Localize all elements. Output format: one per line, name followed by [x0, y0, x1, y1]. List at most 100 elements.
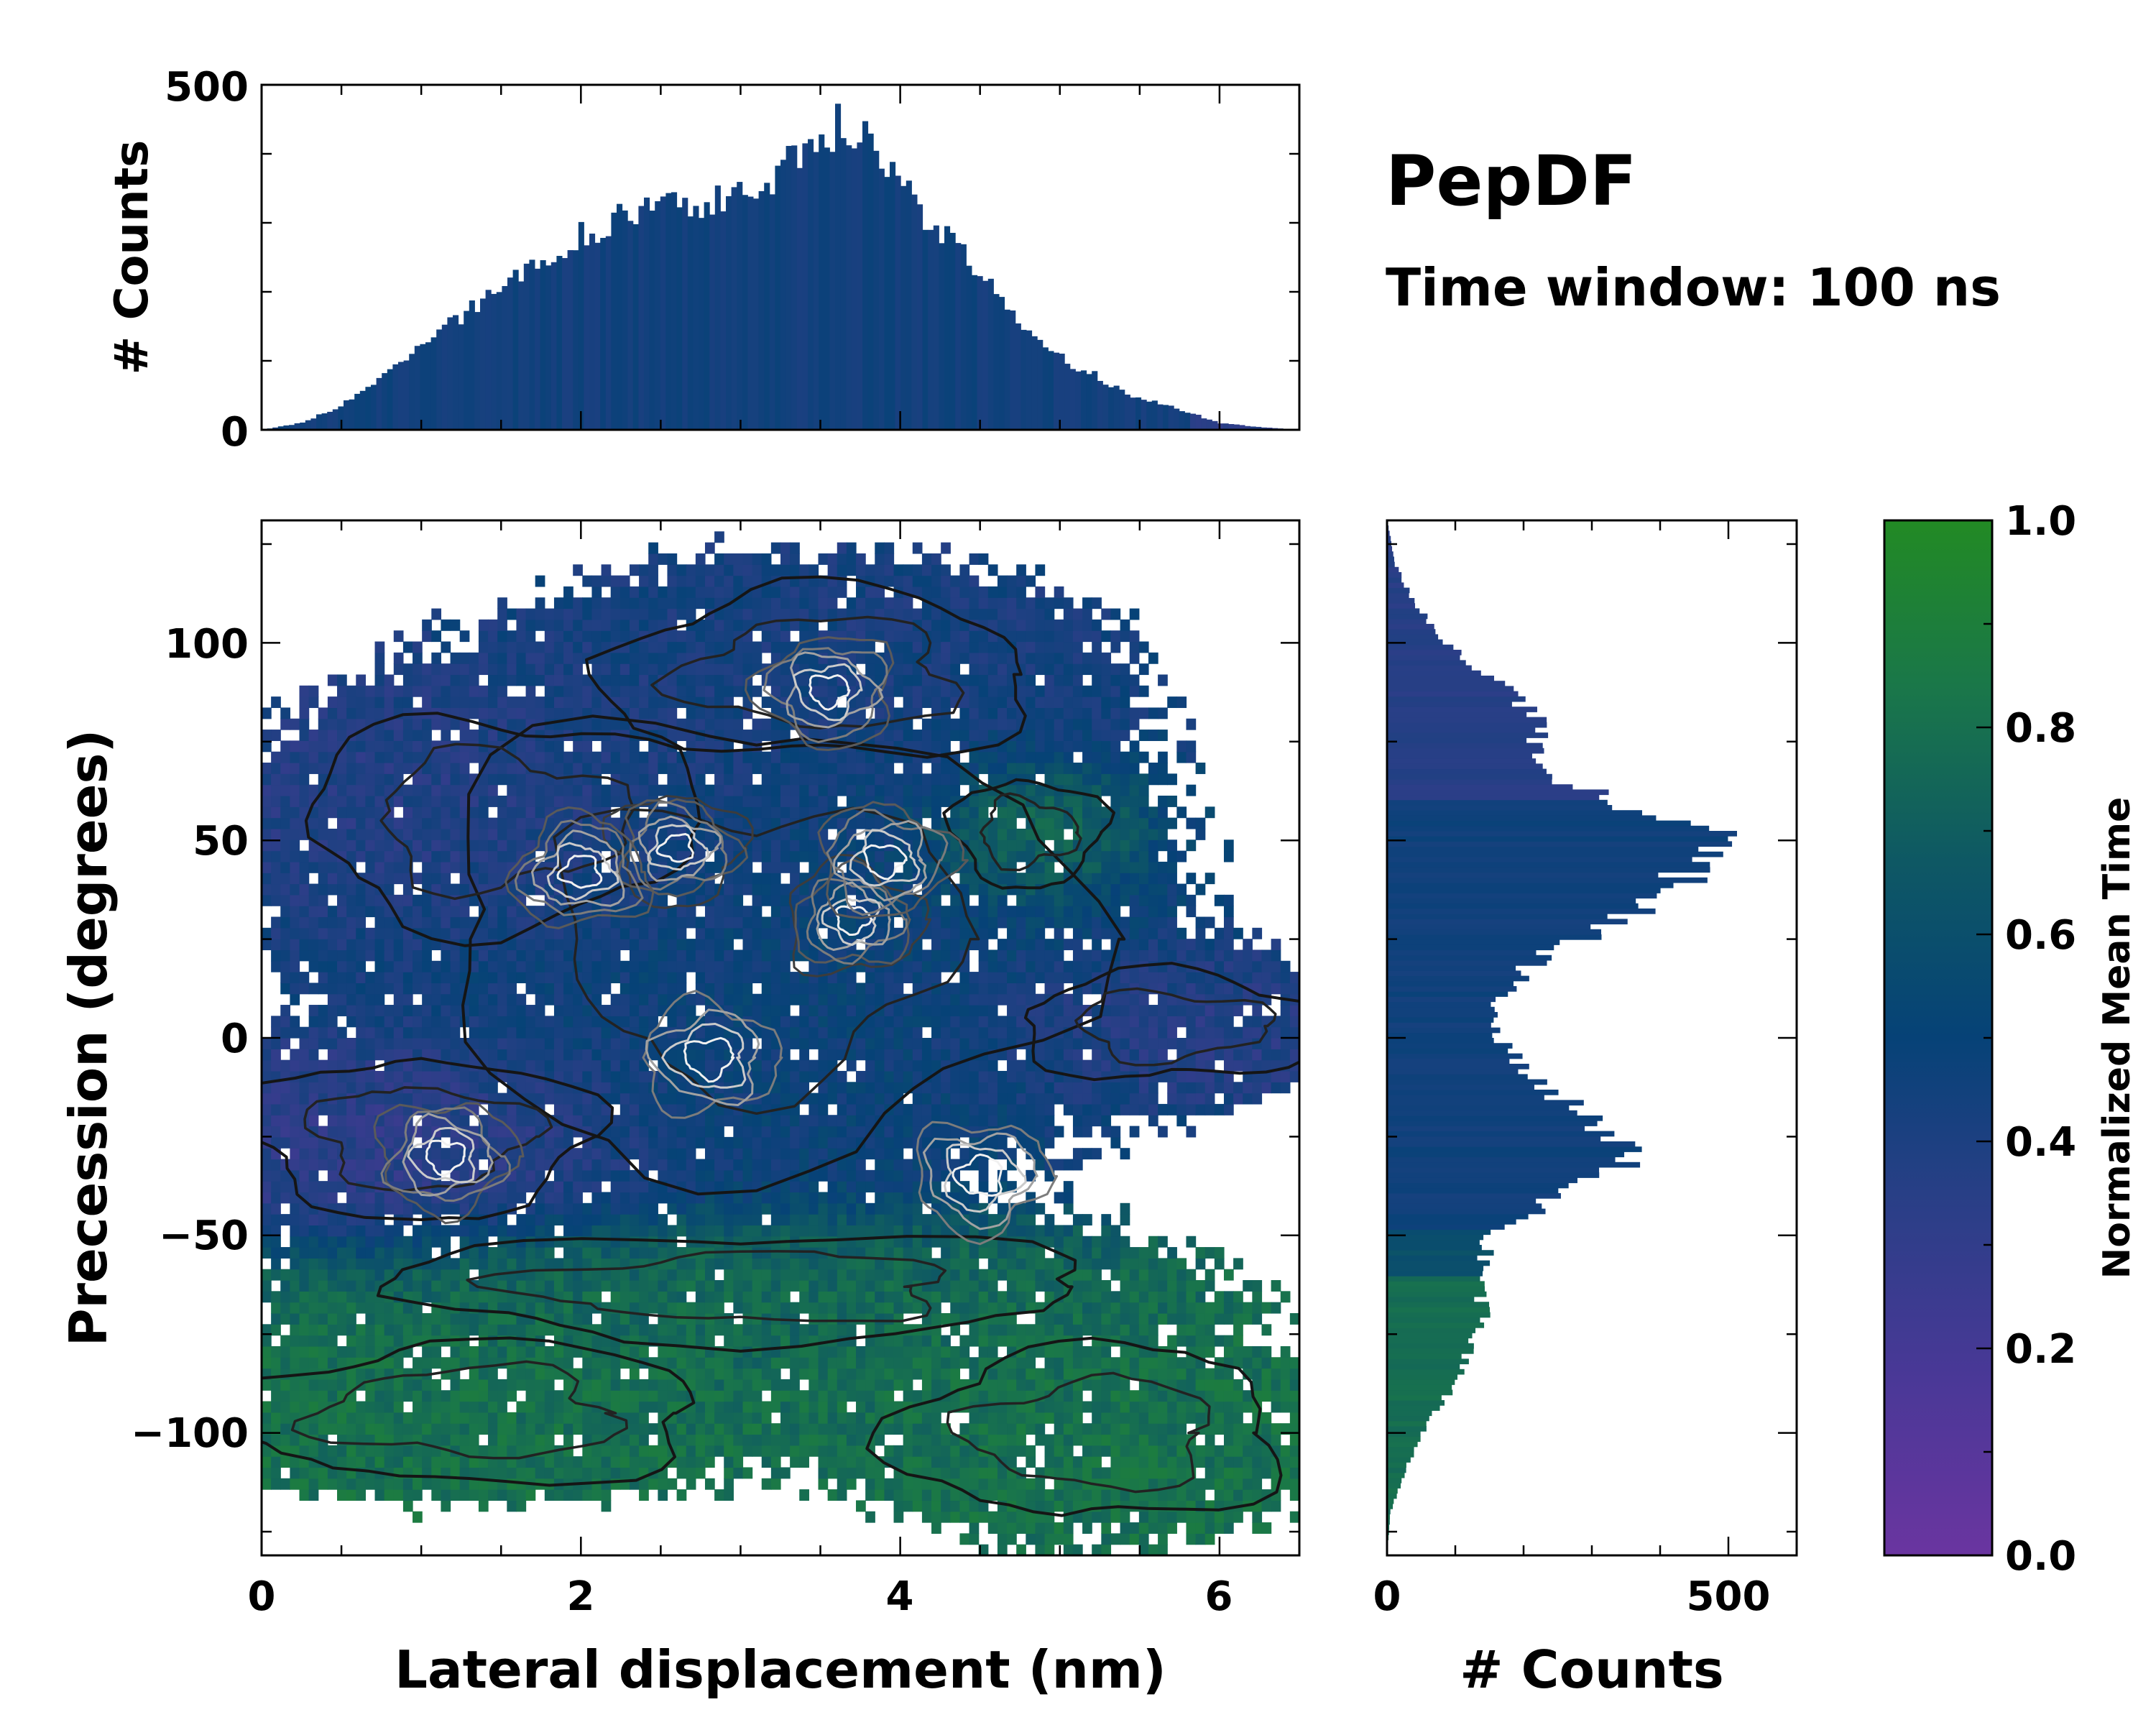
heatmap-cell [978, 1247, 989, 1259]
heatmap-cell [544, 1247, 555, 1259]
heatmap-cell [327, 1038, 338, 1049]
heatmap-cell [941, 1038, 951, 1049]
heatmap-cell [1063, 1445, 1074, 1457]
heatmap-cell [431, 1148, 442, 1160]
top-histogram-bar [480, 298, 487, 430]
heatmap-cell [516, 1401, 527, 1413]
heatmap-cell [1063, 1324, 1074, 1336]
heatmap-cell [497, 1258, 507, 1270]
heatmap-cell [374, 1225, 385, 1237]
heatmap-cell [441, 1357, 451, 1369]
heatmap-cell [356, 1423, 366, 1435]
heatmap-cell [676, 1225, 687, 1237]
heatmap-cell [658, 1159, 668, 1171]
heatmap-cell [365, 1445, 376, 1457]
heatmap-cell [1204, 1026, 1215, 1039]
heatmap-cell [535, 1092, 545, 1105]
heatmap-cell [431, 972, 442, 984]
heatmap-cell [1120, 1038, 1130, 1049]
heatmap-cell [856, 1159, 866, 1171]
heatmap-cell [761, 1005, 772, 1016]
heatmap-cell [1072, 1291, 1083, 1303]
heatmap-cell [308, 1269, 319, 1281]
heatmap-cell [553, 972, 564, 984]
heatmap-cell [591, 1489, 602, 1501]
heatmap-cell [299, 1247, 310, 1259]
heatmap-cell [1233, 1401, 1243, 1413]
heatmap-cell [1158, 1434, 1168, 1446]
heatmap-cell [893, 1511, 904, 1523]
heatmap-cell [497, 1291, 507, 1303]
heatmap-cell [1186, 1236, 1197, 1248]
heatmap-cell [827, 1489, 838, 1501]
heatmap-cell [704, 1136, 715, 1149]
heatmap-cell [1195, 1038, 1206, 1049]
heatmap-cell [837, 1368, 847, 1380]
heatmap-cell [290, 1390, 300, 1402]
heatmap-cell [1082, 1258, 1092, 1270]
heatmap-cell [818, 1379, 829, 1391]
heatmap-cell [488, 1049, 498, 1061]
heatmap-cell [1289, 1379, 1299, 1391]
top-histogram-bar [1157, 404, 1164, 430]
heatmap-cell [525, 1049, 536, 1061]
heatmap-cell [704, 1379, 715, 1391]
heatmap-cell [1214, 983, 1225, 995]
heatmap-cell [318, 1126, 328, 1138]
heatmap-cell [733, 1214, 744, 1226]
heatmap-cell [752, 1005, 763, 1016]
heatmap-cell [610, 1434, 621, 1446]
heatmap-cell [1138, 1368, 1149, 1380]
heatmap-cell [544, 1456, 555, 1468]
heatmap-cell [837, 1467, 847, 1479]
heatmap-cell [346, 1169, 356, 1182]
heatmap-cell [337, 1236, 347, 1248]
heatmap-cell [997, 1390, 1008, 1402]
heatmap-cell [1054, 1500, 1064, 1512]
heatmap-cell [1167, 1103, 1177, 1116]
heatmap-cell [516, 1115, 527, 1127]
heatmap-cell [582, 1445, 593, 1457]
heatmap-cell [1289, 1357, 1299, 1369]
top-histogram-bar [1108, 387, 1115, 430]
heatmap-cell [525, 1115, 536, 1127]
heatmap-cell [1016, 983, 1026, 995]
heatmap-cell [761, 1302, 772, 1314]
heatmap-cell [1214, 1456, 1225, 1468]
heatmap-cell [629, 1169, 640, 1182]
heatmap-cell [280, 1181, 290, 1193]
heatmap-cell [1167, 983, 1177, 995]
heatmap-cell [1063, 993, 1074, 1006]
heatmap-cell [1176, 1357, 1187, 1369]
top-histogram-bar [371, 385, 377, 430]
heatmap-cell [478, 1423, 489, 1435]
heatmap-cell [441, 1324, 451, 1336]
heatmap-cell [912, 1390, 923, 1402]
heatmap-cell [535, 1192, 545, 1204]
heatmap-cell [413, 1092, 423, 1105]
heatmap-cell [402, 1247, 413, 1259]
heatmap-cell [1120, 1434, 1130, 1446]
heatmap-cell [846, 1159, 857, 1171]
heatmap-cell [1026, 1412, 1036, 1424]
heatmap-cell [978, 1544, 989, 1555]
heatmap-cell [875, 1059, 885, 1072]
heatmap-cell [714, 1169, 724, 1182]
heatmap-cell [1271, 1082, 1281, 1094]
heatmap-cell [535, 1379, 545, 1391]
heatmap-cell [1204, 1379, 1215, 1391]
heatmap-cell [507, 1412, 517, 1424]
heatmap-cell [1035, 1500, 1046, 1512]
heatmap-cell [422, 1412, 432, 1424]
heatmap-cell [365, 1390, 376, 1402]
heatmap-cell [327, 1236, 338, 1248]
heatmap-cell [639, 1159, 649, 1171]
heatmap-cell [356, 1269, 366, 1281]
heatmap-cell [478, 1368, 489, 1380]
heatmap-cell [1138, 1049, 1149, 1061]
heatmap-cell [912, 1335, 923, 1347]
heatmap-cell [695, 972, 706, 984]
heatmap-cell [695, 1368, 706, 1380]
heatmap-cell [1148, 1401, 1158, 1413]
heatmap-cell [997, 1434, 1008, 1446]
